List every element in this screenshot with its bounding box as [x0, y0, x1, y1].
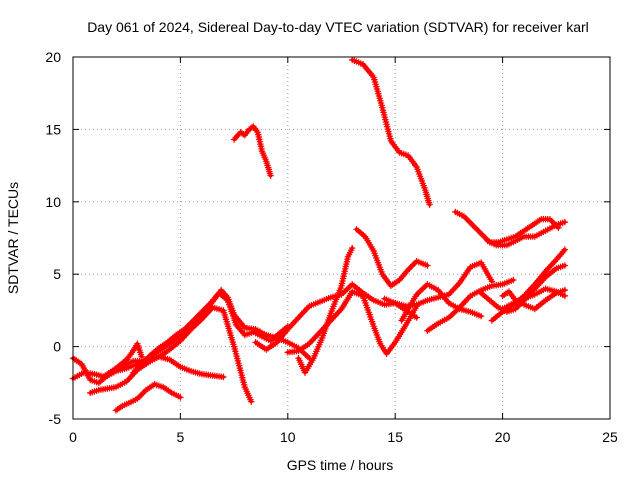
- series-markers: [295, 244, 356, 376]
- plot-frame: [72, 56, 611, 420]
- y-axis-label: SDTVAR / TECUs: [5, 182, 21, 294]
- series-track-6: [129, 289, 291, 376]
- series-markers: [424, 276, 517, 334]
- axis-ticks: 0 5 10 15 20 25 -5 0 5 10 15 20: [45, 49, 618, 445]
- series-track-5: [102, 340, 145, 379]
- series-markers: [349, 56, 433, 208]
- y-tick-label: 20: [45, 49, 61, 65]
- series-track-15: [424, 276, 517, 334]
- series-track-10: [295, 244, 356, 376]
- y-tick-label: 0: [53, 339, 61, 355]
- series-track-17: [484, 218, 569, 249]
- series-markers: [252, 281, 420, 353]
- series-track-12: [353, 226, 431, 289]
- series-markers: [230, 123, 274, 179]
- y-tick-label: -5: [49, 411, 62, 427]
- x-tick-label: 25: [602, 429, 618, 445]
- series-markers: [112, 381, 184, 414]
- series-trace: [350, 58, 432, 207]
- y-tick-label: 5: [53, 266, 61, 282]
- series-markers: [499, 286, 569, 313]
- x-axis-label: GPS time / hours: [287, 457, 394, 473]
- x-tick-label: 15: [387, 429, 403, 445]
- y-tick-label: 10: [45, 194, 61, 210]
- series-track-11: [349, 56, 433, 208]
- series-markers: [129, 289, 291, 376]
- series-track-7: [230, 123, 274, 179]
- series-track-4: [112, 381, 184, 414]
- series-track-16: [452, 208, 562, 246]
- series-trace: [71, 288, 312, 381]
- series-track-9: [284, 288, 420, 357]
- x-tick-label: 0: [69, 429, 77, 445]
- x-tick-label: 20: [495, 429, 511, 445]
- series-markers: [353, 226, 431, 289]
- chart-title: Day 061 of 2024, Sidereal Day-to-day VTE…: [87, 19, 589, 35]
- series-track-3: [87, 353, 227, 397]
- series-markers: [284, 288, 420, 357]
- data-series: [69, 56, 569, 414]
- series-markers: [452, 208, 562, 246]
- x-tick-label: 10: [280, 429, 296, 445]
- series-markers: [484, 218, 569, 249]
- y-tick-label: 15: [45, 121, 61, 137]
- series-markers: [102, 340, 145, 379]
- x-tick-label: 5: [177, 429, 185, 445]
- series-track-21: [499, 286, 569, 313]
